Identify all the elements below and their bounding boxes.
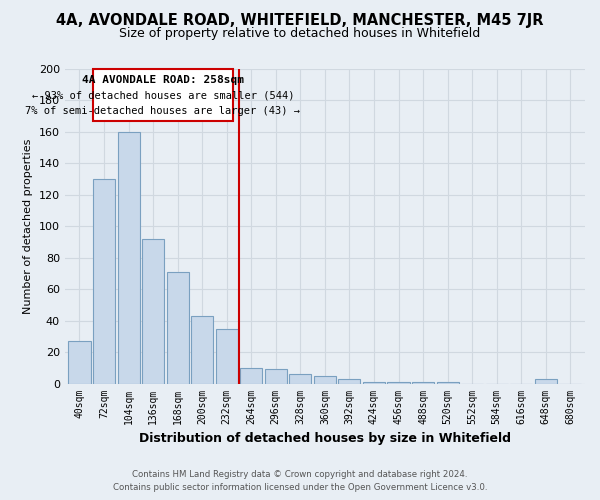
Bar [338, 379, 361, 384]
Bar [167, 272, 188, 384]
Text: ← 93% of detached houses are smaller (544): ← 93% of detached houses are smaller (54… [32, 90, 294, 101]
Text: 4A AVONDALE ROAD: 258sqm: 4A AVONDALE ROAD: 258sqm [82, 75, 244, 85]
Bar [289, 374, 311, 384]
Text: 4A, AVONDALE ROAD, WHITEFIELD, MANCHESTER, M45 7JR: 4A, AVONDALE ROAD, WHITEFIELD, MANCHESTE… [56, 12, 544, 28]
Bar [118, 132, 140, 384]
Y-axis label: Number of detached properties: Number of detached properties [23, 138, 33, 314]
Bar [314, 376, 336, 384]
Text: Contains HM Land Registry data © Crown copyright and database right 2024.
Contai: Contains HM Land Registry data © Crown c… [113, 470, 487, 492]
Bar [142, 239, 164, 384]
Bar [93, 179, 115, 384]
Bar [215, 328, 238, 384]
Text: Size of property relative to detached houses in Whitefield: Size of property relative to detached ho… [119, 28, 481, 40]
X-axis label: Distribution of detached houses by size in Whitefield: Distribution of detached houses by size … [139, 432, 511, 445]
Bar [240, 368, 262, 384]
FancyBboxPatch shape [93, 69, 233, 121]
Bar [388, 382, 410, 384]
Bar [437, 382, 458, 384]
Bar [265, 370, 287, 384]
Bar [412, 382, 434, 384]
Text: 7% of semi-detached houses are larger (43) →: 7% of semi-detached houses are larger (4… [25, 106, 301, 117]
Bar [363, 382, 385, 384]
Bar [191, 316, 213, 384]
Bar [535, 379, 557, 384]
Bar [68, 341, 91, 384]
